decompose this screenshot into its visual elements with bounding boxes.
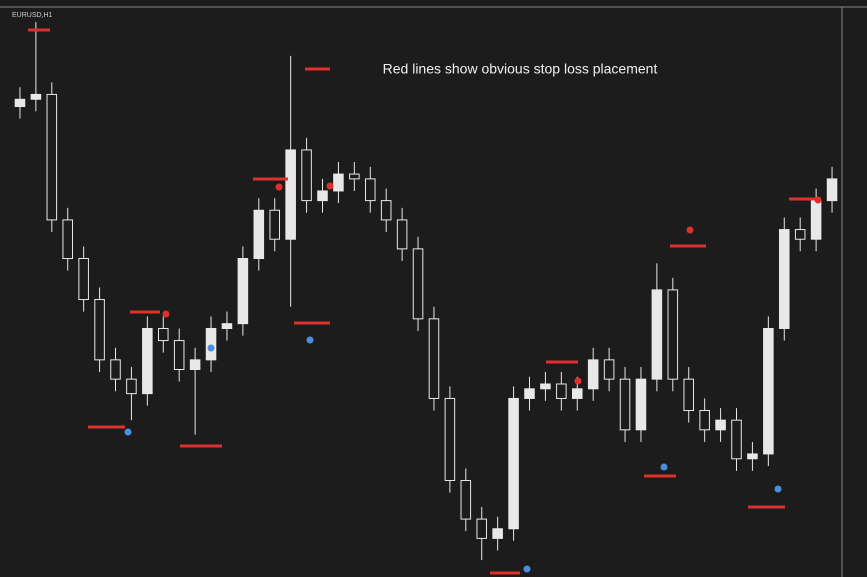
buy-dot (523, 565, 531, 573)
sell-dot (162, 310, 170, 318)
candle-body (460, 479, 472, 520)
candle-body (476, 518, 488, 539)
buy-dot (306, 336, 314, 344)
candle-body (587, 359, 599, 390)
candle-body (571, 388, 583, 399)
buy-dot (660, 463, 668, 471)
sell-dot (574, 377, 582, 385)
candle-body (794, 229, 806, 240)
candle-body (778, 229, 790, 329)
candle-body (651, 289, 663, 380)
candle-body (556, 383, 567, 399)
candle-body (30, 93, 42, 100)
candle-body (603, 359, 615, 380)
candle-body (715, 419, 726, 431)
candle-body (142, 327, 153, 395)
candle-body (46, 93, 58, 221)
candle-body (285, 149, 296, 240)
sell-dot (686, 226, 694, 234)
buy-dot (774, 485, 782, 493)
candle-body (364, 178, 376, 202)
candle-body (173, 340, 185, 371)
candle-body (237, 258, 249, 325)
candle-body (333, 173, 344, 192)
buy-dot (207, 344, 215, 352)
candle-body (205, 327, 217, 361)
candle-body (635, 378, 647, 431)
candle-body (62, 219, 74, 260)
candle-body (94, 299, 105, 361)
candle-body (78, 258, 89, 301)
candle-body (221, 323, 233, 329)
annotation: Red lines show obvious stop loss placeme… (383, 61, 658, 77)
sell-dots (162, 182, 822, 385)
buy-dots (124, 336, 782, 573)
candle-body (253, 209, 265, 260)
candle-body (110, 359, 121, 380)
candle-body (269, 209, 281, 240)
symbol-label: EURUSD,H1 (12, 12, 53, 19)
candle-body (683, 378, 695, 412)
candle-body (699, 410, 710, 431)
candle-body (412, 248, 424, 320)
candle-body (747, 453, 758, 460)
stop-loss-lines (28, 28, 820, 575)
candle-body (126, 378, 137, 395)
sell-dot (326, 182, 334, 190)
sell-dot (275, 183, 283, 191)
candle-body (492, 528, 503, 539)
candle-body (301, 149, 312, 202)
candle-body (826, 178, 838, 202)
candle-body (731, 419, 742, 460)
candle-body (14, 98, 26, 108)
candle-body (380, 200, 392, 221)
candle-body (317, 190, 328, 202)
candle-body (524, 388, 535, 399)
candle-body (667, 289, 679, 380)
candle-body (349, 173, 360, 180)
candle-body (157, 327, 169, 342)
candle-body (428, 318, 440, 399)
candles (14, 22, 838, 561)
candle-body (540, 383, 551, 390)
candle-body (763, 327, 774, 455)
candle-body (619, 378, 631, 431)
buy-dot (124, 428, 132, 436)
candle-body (444, 397, 456, 481)
candle-body (810, 200, 822, 240)
candle-body (508, 397, 519, 530)
sell-dot (814, 196, 822, 204)
candle-body (189, 359, 201, 371)
candle-body (396, 219, 408, 250)
